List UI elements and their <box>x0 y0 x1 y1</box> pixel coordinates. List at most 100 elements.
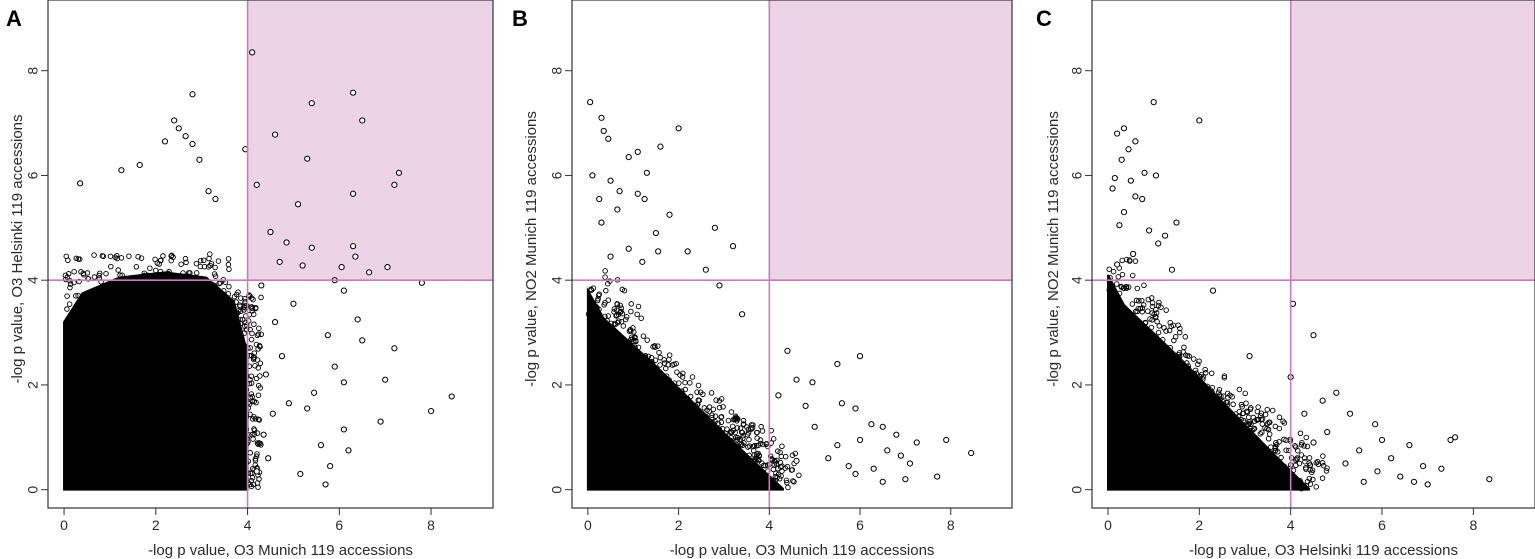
data-point <box>666 377 672 383</box>
data-point <box>1247 406 1254 412</box>
data-point <box>99 253 106 259</box>
data-point <box>1161 365 1168 372</box>
data-point <box>633 368 640 374</box>
data-point <box>248 477 255 484</box>
data-point <box>753 443 760 449</box>
data-point <box>767 453 774 459</box>
data-point <box>968 449 975 457</box>
data-point <box>1149 300 1156 306</box>
data-point <box>231 346 237 352</box>
data-point <box>1260 455 1267 461</box>
data-point <box>682 418 689 425</box>
data-point <box>1262 425 1268 431</box>
x-axis-label: -log p value, O3 Helsinki 119 accessions <box>1189 542 1458 559</box>
data-point <box>382 376 389 383</box>
data-point <box>1297 430 1304 437</box>
data-point <box>704 433 711 440</box>
data-point <box>646 359 653 365</box>
data-point <box>257 360 264 367</box>
data-point <box>236 457 242 463</box>
data-point <box>117 272 123 278</box>
data-point <box>118 167 125 174</box>
data-point <box>852 470 859 478</box>
data-point <box>1320 453 1326 459</box>
data-point <box>607 177 614 184</box>
data-point <box>110 284 116 290</box>
data-point <box>1251 448 1257 454</box>
data-point <box>239 338 245 344</box>
data-point <box>663 373 670 379</box>
data-point <box>1142 331 1149 338</box>
fringe-points <box>1106 256 1330 492</box>
data-point <box>90 308 96 315</box>
data-point <box>1195 361 1201 368</box>
data-point <box>657 143 664 150</box>
data-point <box>176 308 182 314</box>
data-point <box>676 426 682 432</box>
dense-point-cloud <box>1106 256 1330 492</box>
data-point <box>246 432 252 438</box>
data-point <box>240 419 247 426</box>
data-point <box>1196 373 1203 380</box>
data-point <box>232 458 239 465</box>
data-point <box>680 400 687 407</box>
data-point <box>626 358 632 364</box>
data-point <box>1140 324 1147 331</box>
data-point <box>1200 412 1206 419</box>
data-point <box>359 117 366 124</box>
data-point <box>257 440 264 447</box>
data-point <box>66 301 73 307</box>
data-point <box>1241 426 1248 433</box>
data-point <box>596 306 602 313</box>
data-point <box>796 472 802 479</box>
data-point <box>168 253 174 259</box>
data-point <box>151 282 157 289</box>
data-point <box>1293 462 1299 469</box>
y-tick-label: 8 <box>25 67 41 75</box>
data-point <box>1310 476 1316 483</box>
data-point <box>1360 478 1367 485</box>
data-point <box>614 301 621 308</box>
data-point <box>1196 393 1202 400</box>
data-point <box>1252 440 1259 446</box>
data-point <box>1406 442 1413 449</box>
data-point <box>712 426 719 433</box>
data-point <box>1218 403 1224 409</box>
data-point <box>1202 366 1208 373</box>
data-point <box>793 376 800 383</box>
data-point <box>654 389 661 396</box>
data-point <box>64 306 70 312</box>
data-point <box>750 447 757 454</box>
data-point <box>733 437 740 444</box>
data-point <box>1125 146 1132 153</box>
data-point <box>684 248 691 255</box>
data-point <box>615 331 622 338</box>
x-tick-label: 8 <box>1469 517 1477 533</box>
data-point <box>1267 466 1273 472</box>
data-point <box>1136 298 1142 304</box>
data-point <box>585 311 592 317</box>
x-tick-label: 2 <box>152 517 160 533</box>
data-point <box>250 311 257 318</box>
data-point <box>708 390 715 396</box>
data-point <box>784 479 790 486</box>
data-point <box>136 161 143 169</box>
data-point <box>243 414 250 420</box>
data-point <box>207 285 213 291</box>
data-point <box>1309 467 1316 473</box>
data-point <box>1192 383 1199 389</box>
data-point <box>1281 436 1287 443</box>
data-point <box>216 280 222 287</box>
data-point <box>1215 389 1222 396</box>
data-point <box>232 454 238 461</box>
data-point <box>662 365 669 372</box>
data-point <box>225 261 232 268</box>
data-point <box>605 313 612 319</box>
data-point <box>189 307 196 314</box>
data-point <box>1195 376 1202 383</box>
data-point <box>1220 403 1226 409</box>
data-point <box>235 447 241 454</box>
data-point <box>237 316 243 323</box>
data-point <box>193 260 200 267</box>
data-point <box>633 337 639 344</box>
